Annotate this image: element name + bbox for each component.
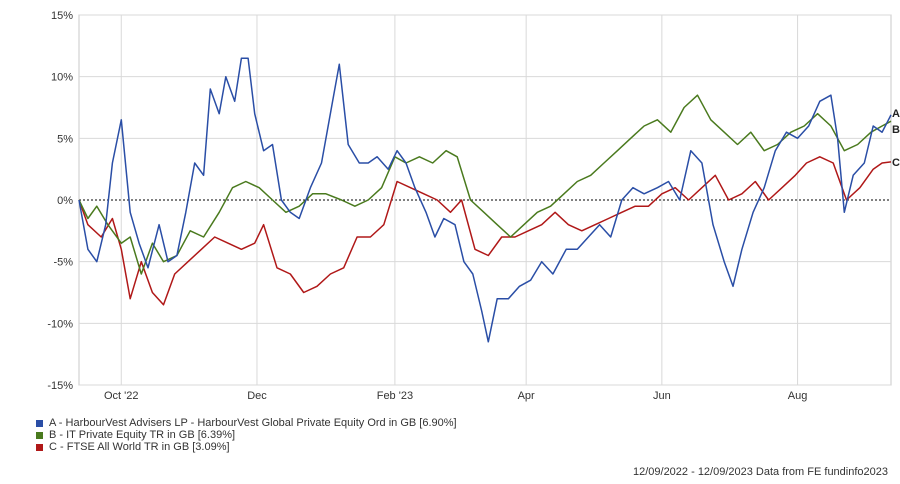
x-tick-label: Dec xyxy=(247,390,267,402)
y-tick-label: -10% xyxy=(47,318,73,330)
series-end-label-c: C xyxy=(892,157,900,169)
y-tick-label: -5% xyxy=(53,257,73,269)
legend: A - HarbourVest Advisers LP - HarbourVes… xyxy=(36,417,457,453)
x-tick-label: Aug xyxy=(788,390,808,402)
y-tick-label: -15% xyxy=(47,380,73,392)
legend-swatch-c xyxy=(36,443,43,451)
label-layer: AB C xyxy=(892,108,900,169)
grid-layer xyxy=(78,14,892,386)
series-layer xyxy=(78,57,892,343)
y-tick-label: 0% xyxy=(57,195,73,207)
y-tick-label: 5% xyxy=(57,133,73,145)
legend-swatch-b xyxy=(36,431,43,439)
series-line-a xyxy=(78,57,892,343)
legend-item-c: C - FTSE All World TR in GB [3.09%] xyxy=(36,441,457,453)
footer-note: 12/09/2022 - 12/09/2023 Data from FE fun… xyxy=(632,466,888,478)
legend-label-a: A - HarbourVest Advisers LP - HarbourVes… xyxy=(49,417,457,429)
line-chart: 15% 10% 5% 0% -5% -10% -15% Oct '22 Dec Feb '23 Ap… xyxy=(47,10,900,402)
legend-item-b: B - IT Private Equity TR in GB [6.39%] xyxy=(36,429,457,441)
legend-label-c: C - FTSE All World TR in GB [3.09%] xyxy=(49,441,230,453)
axis-layer: 15% 10% 5% 0% -5% -10% -15% Oct '22 Dec Feb '23 Ap… xyxy=(47,10,807,402)
series-end-label-b: B xyxy=(892,124,900,136)
series-line-b xyxy=(78,94,892,275)
x-tick-label: Jun xyxy=(653,390,671,402)
x-tick-label: Oct '22 xyxy=(104,390,139,402)
x-tick-label: Apr xyxy=(518,390,535,402)
series-end-label-a: A xyxy=(892,108,900,120)
legend-item-a: A - HarbourVest Advisers LP - HarbourVes… xyxy=(36,417,457,429)
series-line-c xyxy=(78,156,892,306)
legend-label-b: B - IT Private Equity TR in GB [6.39%] xyxy=(49,429,236,441)
y-tick-label: 15% xyxy=(51,10,73,22)
legend-swatch-a xyxy=(36,419,43,427)
y-tick-label: 10% xyxy=(51,72,73,84)
x-tick-label: Feb '23 xyxy=(377,390,413,402)
